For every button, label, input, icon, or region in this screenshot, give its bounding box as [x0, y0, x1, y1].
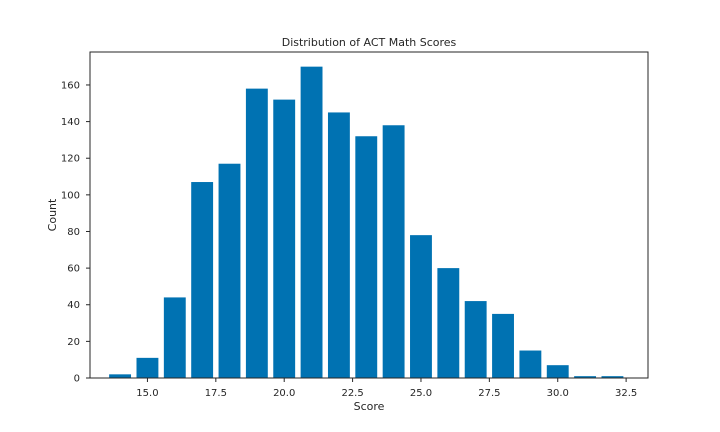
y-tick-label: 0 — [74, 374, 80, 385]
x-axis-label: Score — [354, 400, 385, 413]
bar-15 — [136, 357, 159, 378]
x-tick-label: 32.5 — [615, 388, 637, 399]
x-tick-label: 25.0 — [410, 388, 432, 399]
bar-24 — [382, 125, 405, 379]
x-tick-label: 30.0 — [547, 388, 569, 399]
y-tick-label: 20 — [67, 337, 80, 348]
bars-group — [109, 66, 624, 379]
bar-30 — [546, 365, 569, 378]
y-tick-label: 160 — [61, 80, 80, 91]
y-tick-label: 120 — [61, 154, 80, 165]
bar-21 — [300, 66, 323, 379]
x-tick-label: 15.0 — [136, 388, 158, 399]
bar-32 — [601, 376, 624, 378]
bar-25 — [410, 235, 432, 378]
x-tick-label: 17.5 — [205, 388, 227, 399]
bar-22 — [327, 112, 350, 378]
bar-26 — [437, 268, 460, 378]
x-tick-label: 22.5 — [341, 388, 363, 399]
bar-29 — [519, 350, 542, 378]
bar-31 — [574, 376, 597, 378]
x-ticks-group: 15.0 17.5 20.0 22.5 25.0 27.5 30.0 32.5 — [136, 378, 637, 399]
y-tick-label: 60 — [67, 264, 80, 275]
bar-18 — [218, 163, 241, 378]
bar-20 — [273, 99, 296, 378]
bar-23 — [355, 136, 378, 378]
y-tick-label: 80 — [67, 227, 80, 238]
bar-14 — [109, 374, 132, 378]
y-tick-label: 140 — [61, 117, 80, 128]
x-tick-label: 20.0 — [273, 388, 295, 399]
chart-title: Distribution of ACT Math Scores — [282, 36, 457, 49]
bar-16 — [163, 297, 186, 378]
bar-17 — [191, 182, 214, 378]
y-ticks-group: 0 20 40 60 80 100 120 140 160 — [61, 80, 90, 385]
bar-19 — [245, 88, 268, 378]
bar-28 — [492, 313, 514, 378]
y-axis-label: Count — [46, 198, 59, 231]
y-tick-label: 40 — [67, 300, 80, 311]
y-tick-label: 100 — [61, 190, 80, 201]
plot-frame — [89, 51, 649, 379]
x-tick-label: 27.5 — [478, 388, 500, 399]
bar-27 — [464, 301, 487, 378]
